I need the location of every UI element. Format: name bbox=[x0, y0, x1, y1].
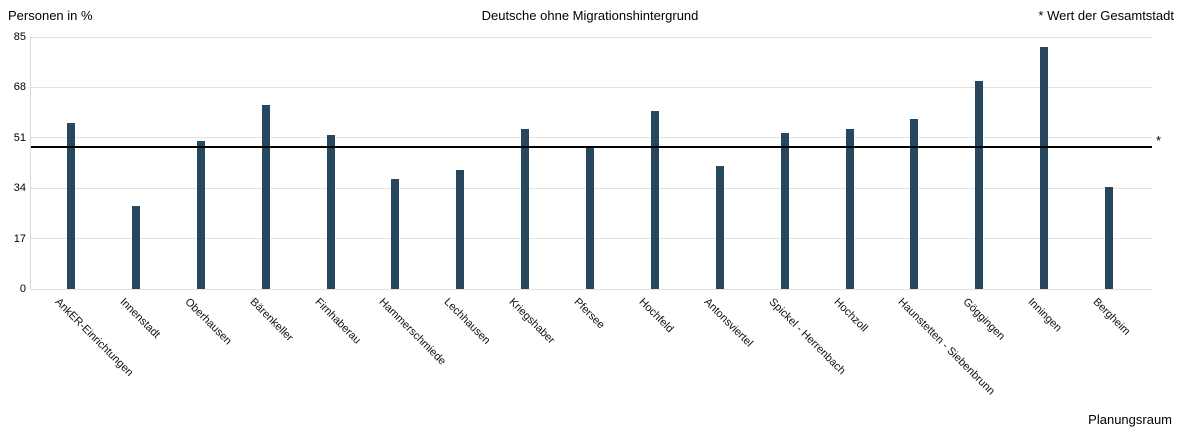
reference-line bbox=[31, 145, 1152, 148]
x-tick-label: Antonsviertel bbox=[701, 296, 755, 350]
x-tick-label: Kriegshaber bbox=[506, 296, 558, 347]
gridline bbox=[31, 137, 1152, 139]
x-tick-label: Inningen bbox=[1025, 296, 1064, 335]
y-tick-label: 0 bbox=[19, 283, 26, 295]
x-tick-label: Innenstadt bbox=[117, 296, 163, 341]
bar bbox=[326, 134, 335, 289]
reference-line-marker: * bbox=[1156, 132, 1162, 148]
gridline bbox=[31, 36, 1152, 38]
y-tick-label: 51 bbox=[13, 131, 26, 144]
bar bbox=[1040, 47, 1049, 289]
bar bbox=[521, 128, 530, 289]
bar bbox=[715, 165, 724, 289]
x-tick-label: Oberhausen bbox=[182, 296, 234, 348]
y-axis-title: Personen in % bbox=[8, 8, 93, 23]
plot-area: 0 17 34 51 68 85 * bbox=[14, 31, 1161, 295]
x-tick-label: Bärenkeller bbox=[247, 296, 295, 344]
y-tick-label: 17 bbox=[13, 232, 26, 245]
x-tick-label: Hochfeld bbox=[636, 296, 676, 336]
x-tick-label: Lechhausen bbox=[441, 296, 493, 347]
y-tick-label: 68 bbox=[13, 81, 26, 94]
x-tick-label: Hochzoll bbox=[831, 296, 870, 335]
gridline bbox=[31, 288, 1152, 290]
bar bbox=[845, 128, 854, 289]
chart-title: Deutsche ohne Migrationshintergrund bbox=[481, 8, 699, 23]
x-axis-title: Planungsraum bbox=[1088, 412, 1172, 427]
bar bbox=[67, 122, 75, 289]
x-tick-label: Göggingen bbox=[960, 296, 1008, 343]
bar bbox=[910, 118, 919, 289]
bar bbox=[780, 133, 789, 289]
y-tick-label: 85 bbox=[13, 31, 26, 43]
bar bbox=[196, 140, 205, 289]
y-tick-label: 34 bbox=[13, 182, 26, 195]
bar bbox=[650, 111, 659, 289]
x-tick-label: Hammerschmiede bbox=[376, 296, 449, 368]
gridline bbox=[31, 86, 1152, 88]
reference-line-note: * Wert der Gesamtstadt bbox=[1038, 8, 1174, 23]
bar bbox=[975, 81, 984, 289]
x-tick-label: Pfersee bbox=[571, 296, 607, 332]
x-tick-label: Firnhaberau bbox=[312, 296, 363, 347]
bar bbox=[261, 105, 270, 289]
bar bbox=[131, 206, 140, 289]
x-tick-label: Bergheim bbox=[1090, 296, 1133, 338]
bar bbox=[456, 170, 465, 289]
bar bbox=[391, 179, 400, 289]
bar bbox=[1105, 186, 1113, 289]
bar bbox=[586, 146, 594, 289]
